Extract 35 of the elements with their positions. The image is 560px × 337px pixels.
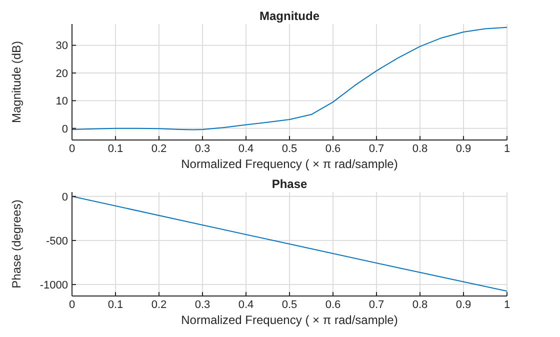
- x-tick-label: 0.7: [368, 298, 384, 311]
- x-tick-label: 0.4: [238, 142, 254, 155]
- x-tick-label: 0.2: [151, 298, 167, 311]
- x-tick-label: 0.2: [151, 142, 167, 155]
- x-tick-label: 0.7: [368, 142, 384, 155]
- x-tick-label: 0.3: [194, 298, 210, 311]
- x-tick-label: 1: [504, 142, 510, 155]
- line-series: [72, 26, 507, 130]
- line-series: [72, 196, 507, 292]
- x-tick-label: 0.9: [456, 142, 472, 155]
- y-tick-label: 30: [56, 40, 68, 52]
- x-axis-title: Normalized Frequency ( × π rad/sample): [181, 157, 398, 171]
- x-tick-label: 0.5: [282, 298, 298, 311]
- x-axis-title: Normalized Frequency ( × π rad/sample): [181, 313, 398, 327]
- x-tick-label: 1: [504, 298, 510, 311]
- x-tick-label: 0.1: [108, 298, 124, 311]
- x-tick-label: 0.5: [282, 142, 298, 155]
- x-tick-label: 0.6: [325, 298, 341, 311]
- chart-title: Magnitude: [258, 9, 320, 23]
- y-tick-label: 10: [56, 96, 68, 108]
- x-tick-label: 0.9: [456, 298, 472, 311]
- x-tick-label: 0.4: [238, 298, 254, 311]
- y-tick-label: 20: [56, 68, 68, 80]
- x-tick-label: 0.8: [412, 298, 428, 311]
- y-tick-label: 0: [62, 123, 68, 136]
- x-tick-label: 0.3: [194, 142, 210, 155]
- x-tick-label: 0.6: [325, 142, 341, 155]
- y-axis-title: Phase (degrees): [9, 200, 24, 288]
- y-tick-label: 0: [62, 191, 68, 204]
- chart-title: Phase: [270, 177, 308, 191]
- y-tick-label: -500: [46, 235, 68, 248]
- y-axis-title: Magnitude (dB): [9, 40, 24, 124]
- x-tick-label: 0.1: [108, 142, 124, 155]
- x-tick-label: 0.8: [412, 142, 428, 155]
- y-tick-label: -1000: [40, 279, 68, 292]
